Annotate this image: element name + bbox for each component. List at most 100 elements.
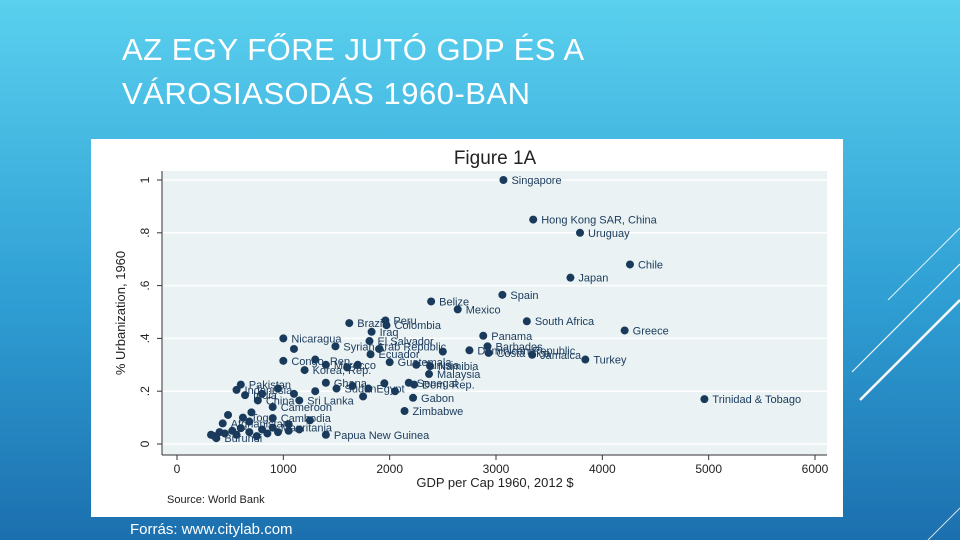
data-point — [236, 424, 245, 433]
x-tick-label: 4000 — [589, 462, 616, 476]
data-point-label: Cameroon — [281, 402, 332, 414]
data-point — [412, 360, 421, 369]
data-point-label: Dem. Rep. — [422, 380, 475, 392]
deco-line-4 — [927, 507, 960, 540]
data-point-label: India — [253, 390, 278, 402]
data-point — [364, 384, 373, 393]
data-point — [245, 417, 254, 426]
data-point — [232, 385, 241, 394]
data-point-label: Nicaragua — [291, 333, 342, 345]
data-point — [218, 419, 227, 428]
data-point — [581, 355, 590, 364]
data-point — [426, 362, 435, 371]
data-point — [359, 392, 368, 401]
data-point — [382, 321, 391, 330]
data-point — [479, 331, 488, 340]
data-point-label: Indonesia — [245, 385, 294, 397]
data-point-label: Papua New Guinea — [334, 430, 430, 442]
data-point — [345, 319, 354, 328]
data-point-label: Mauritania — [281, 423, 333, 435]
data-point — [252, 432, 261, 441]
data-point — [465, 346, 474, 355]
data-point — [263, 429, 272, 438]
y-axis-label: % Urbanization, 1960 — [113, 251, 128, 375]
data-point-label: Sudan — [345, 384, 377, 396]
data-point — [300, 366, 309, 375]
data-point-label: Korea, Rep. — [313, 365, 372, 377]
data-point-label: Turkey — [593, 355, 627, 367]
data-point — [321, 360, 330, 369]
data-point — [348, 381, 357, 390]
data-point — [365, 337, 374, 346]
data-point — [484, 348, 493, 357]
data-point — [268, 414, 277, 423]
data-point — [247, 408, 256, 417]
data-point-label: Chile — [638, 259, 663, 271]
data-point — [295, 425, 304, 434]
data-point — [385, 358, 394, 367]
data-point-label: Uruguay — [588, 228, 630, 240]
source-caption: Forrás: www.citylab.com — [130, 521, 293, 538]
data-point — [284, 426, 293, 435]
source-note: Source: World Bank — [167, 494, 265, 506]
x-tick-label: 0 — [174, 462, 181, 476]
data-point-label: Syrian Arab Republic — [343, 341, 446, 353]
y-tick-label: 1 — [138, 176, 152, 183]
data-point — [212, 434, 221, 443]
y-tick-label: .4 — [138, 333, 152, 343]
data-point — [332, 384, 341, 393]
data-point — [268, 423, 277, 432]
deco-line-2 — [851, 263, 960, 373]
data-point-label: Zimbabwe — [413, 406, 464, 418]
data-points — [207, 176, 709, 443]
data-point-label: Iraq — [380, 327, 399, 339]
data-point — [367, 327, 376, 336]
data-point-label: Colombia — [394, 320, 441, 332]
data-point-label: Pakistan — [249, 380, 291, 392]
data-point-label: Togo — [251, 413, 275, 425]
data-point — [498, 290, 507, 299]
data-point — [279, 356, 288, 365]
data-point — [529, 215, 538, 224]
data-point — [289, 344, 298, 353]
deco-line-1 — [887, 227, 960, 301]
data-point-label: Panama — [491, 331, 533, 343]
data-point — [279, 334, 288, 343]
data-point — [483, 342, 492, 351]
data-point — [220, 429, 229, 438]
data-point — [410, 380, 419, 389]
data-point-label: Ecuador — [379, 349, 420, 361]
data-point — [224, 410, 233, 419]
data-point — [289, 389, 298, 398]
data-point — [274, 384, 283, 393]
data-point — [528, 350, 537, 359]
data-point — [400, 407, 409, 415]
data-point — [305, 416, 314, 425]
data-point-label: Namibia — [438, 361, 479, 373]
axis-ticks: 0 .2 .4 .6 .8 1 0 1000 2000 3000 4000 5000 6000 — [138, 176, 829, 476]
data-point — [453, 305, 462, 314]
data-point-label: Peru — [393, 315, 416, 327]
data-point — [238, 413, 247, 422]
data-point — [427, 297, 436, 306]
y-tick-label: .8 — [138, 227, 152, 237]
data-point — [321, 430, 330, 439]
data-point-label: Dominican Republic — [477, 345, 575, 357]
data-point-label: Singapore — [511, 175, 561, 187]
y-tick-label: 0 — [138, 440, 152, 447]
data-point — [232, 430, 241, 439]
data-point-label: Malaysia — [437, 369, 481, 381]
data-point — [268, 403, 277, 412]
data-point-label: Brazil — [357, 318, 385, 330]
data-point — [700, 395, 709, 404]
data-point-label: Japan — [578, 273, 608, 285]
y-tick-label: .2 — [138, 386, 152, 396]
data-point — [253, 396, 262, 405]
data-point-label: Egypt — [376, 384, 404, 396]
data-point-label: South Africa — [535, 316, 595, 328]
data-point — [284, 420, 293, 429]
data-point-label: Guatemala — [398, 357, 453, 369]
scatter-chart: 0 .2 .4 .6 .8 1 0 1000 2000 3000 4000 5000 6000 Sing… — [91, 139, 843, 517]
data-point-label: Spain — [510, 290, 538, 302]
x-tick-label: 5000 — [695, 462, 722, 476]
